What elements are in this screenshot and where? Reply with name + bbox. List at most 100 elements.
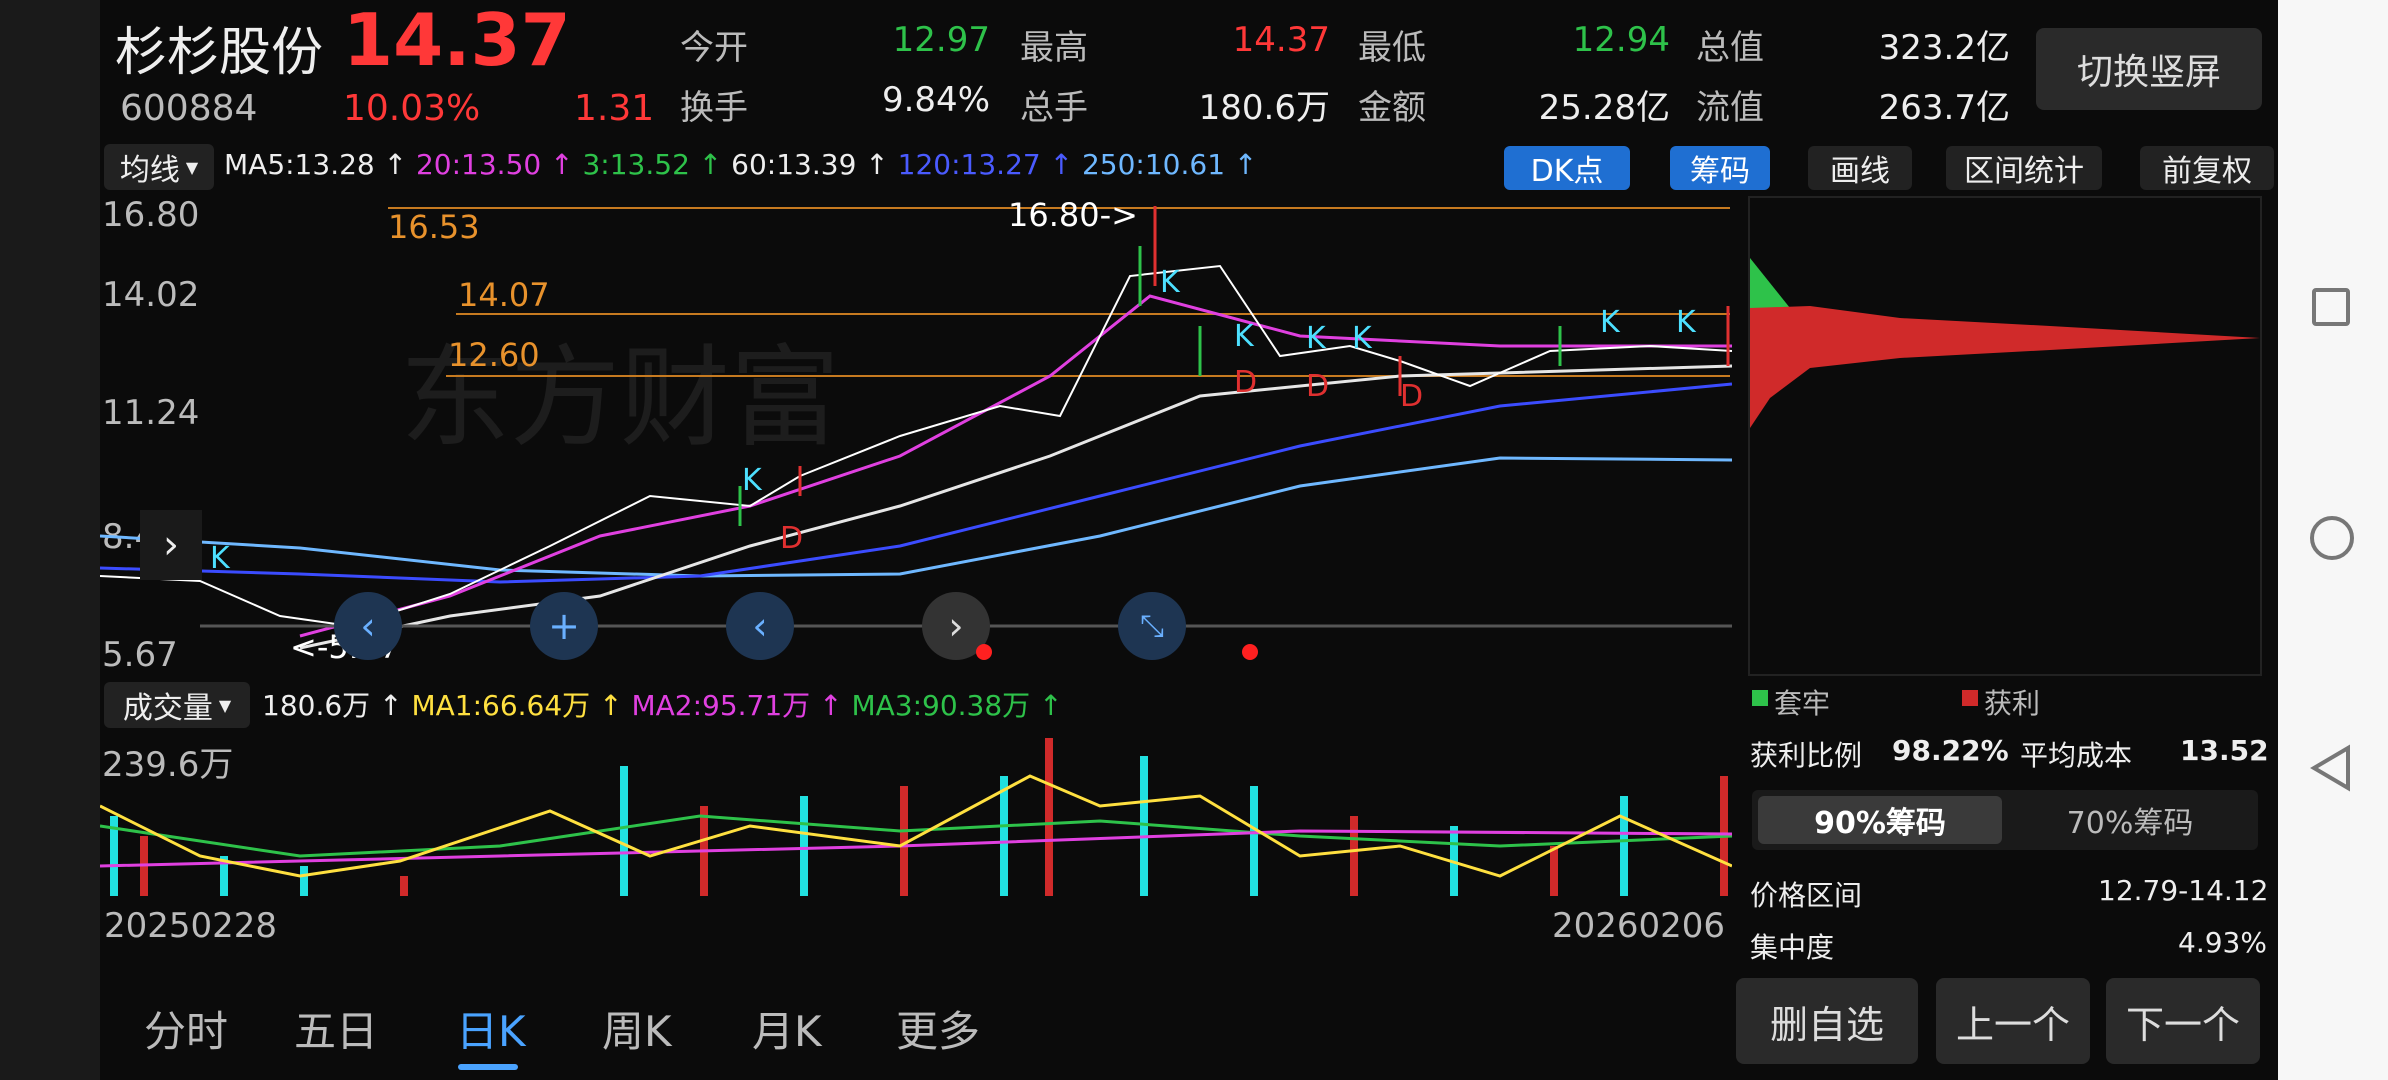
- ma-selector-label: 均线: [119, 153, 180, 188]
- switch-portrait-button[interactable]: 切换竖屏: [2036, 28, 2262, 110]
- high-marker-label: 16.80->: [1008, 196, 1138, 234]
- prev-icon[interactable]: ‹: [726, 592, 794, 660]
- profit-ratio-label: 获利比例: [1750, 739, 1863, 772]
- stat-label-float-mv: 流值: [1696, 88, 1764, 128]
- d-marker: D: [780, 521, 803, 556]
- volume-values: 180.6万 ↑ MA1:66.64万 ↑ MA2:95.71万 ↑ MA3:9…: [262, 689, 1063, 722]
- ma5-value: MA5:13.28: [224, 148, 375, 181]
- ma120-line: [99, 382, 1733, 584]
- volume-chart[interactable]: 239.6万: [99, 736, 1733, 896]
- volume-svg: 239.6万: [99, 738, 1733, 896]
- ma250-value: 250:10.61: [1081, 148, 1226, 181]
- chip-trapped-area: [1750, 258, 1790, 308]
- stat-label-total-mv: 总值: [1696, 28, 1764, 68]
- legend-profit-label: 获利: [1984, 687, 2041, 720]
- ma20-line: [299, 294, 1732, 638]
- legend-trapped-label: 套牢: [1774, 687, 1831, 720]
- axis-label-1: 16.80: [102, 196, 199, 235]
- ma-values: MA5:13.28 ↑ 20:13.50 ↑ 3:13.52 ↑ 60:13.3…: [224, 148, 1258, 181]
- red-dot-marker: [1242, 644, 1258, 660]
- main-panel: [100, 0, 2278, 1080]
- concentration-label: 集中度: [1750, 931, 1835, 964]
- stat-label-open: 今开: [680, 28, 748, 68]
- k-marker: K: [1352, 321, 1373, 356]
- change-value: 1.31: [574, 88, 655, 129]
- dropdown-icon: ▼: [218, 695, 232, 715]
- watermark-text: 东方财富: [400, 334, 840, 462]
- chip-tab-90[interactable]: 90%筹码: [1758, 796, 2002, 844]
- end-date: 20260206: [1552, 906, 1726, 946]
- previous-stock-button[interactable]: 上一个: [1936, 978, 2090, 1064]
- expand-left-arrow-icon[interactable]: ›: [140, 510, 202, 580]
- profit-ratio-value: 98.22%: [1892, 734, 2009, 767]
- kline-chart[interactable]: 东方财富 16.53 14.07 12.60 16.80 14.02 11.24…: [99, 195, 1733, 675]
- price-line-label-14-07: 14.07: [458, 276, 550, 314]
- d-marker: D: [1306, 369, 1329, 404]
- chip-distribution-svg: [1750, 258, 2260, 428]
- legend-profit-swatch: [1962, 690, 1978, 706]
- k-marker: K: [1600, 305, 1621, 340]
- tab-intraday[interactable]: 分时: [144, 1007, 229, 1056]
- chip-distribution-panel: [1748, 196, 2262, 676]
- remove-favorite-button[interactable]: 删自选: [1736, 978, 1918, 1064]
- d-marker: D: [1234, 365, 1257, 400]
- draw-line-button[interactable]: 画线: [1808, 146, 1912, 190]
- axis-label-2: 14.02: [102, 275, 199, 315]
- k-marker: K: [1234, 319, 1255, 354]
- dk-points-button[interactable]: DK点: [1504, 146, 1630, 190]
- ma-selector[interactable]: 均线 ▼: [104, 144, 214, 190]
- vol-ma1: MA1:66.64万: [411, 689, 591, 722]
- legend-trapped-swatch: [1752, 690, 1768, 706]
- chip-tab-70[interactable]: 70%筹码: [2066, 806, 2194, 841]
- k-marker: K: [742, 463, 763, 498]
- ma120-value: 120:13.27: [897, 148, 1041, 181]
- forward-adjust-button[interactable]: 前复权: [2140, 146, 2274, 190]
- ma60-value: 60:13.39: [731, 148, 857, 181]
- stat-value-volume: 180.6万: [1198, 88, 1330, 128]
- change-percent: 10.03%: [343, 88, 481, 129]
- stock-code: 600884: [120, 88, 258, 129]
- circle-icon[interactable]: [2310, 516, 2354, 560]
- axis-label-5: 5.67: [102, 635, 178, 670]
- stat-value-total-mv: 323.2亿: [1878, 28, 2010, 68]
- stock-name: 杉杉股份: [115, 23, 324, 83]
- stat-label-volume: 总手: [1020, 88, 1088, 128]
- axis-label-3: 11.24: [102, 393, 199, 433]
- triangle-back-icon[interactable]: [2308, 744, 2352, 796]
- tab-daily-k[interactable]: 日K: [456, 1007, 526, 1056]
- red-dot-marker: [976, 644, 992, 660]
- collapse-icon[interactable]: ⤡: [1118, 592, 1186, 660]
- volume-max-label: 239.6万: [102, 745, 233, 785]
- vol-ma3-line: [99, 814, 1733, 858]
- range-stats-button[interactable]: 区间统计: [1946, 146, 2102, 190]
- start-date: 20250228: [104, 906, 278, 946]
- chips-button[interactable]: 筹码: [1670, 146, 1770, 190]
- stat-value-high: 14.37: [1232, 20, 1330, 60]
- active-tab-indicator: [458, 1064, 518, 1070]
- tab-five-day[interactable]: 五日: [294, 1007, 379, 1056]
- vol-ma1-line: [99, 774, 1733, 878]
- stat-label-amount: 金额: [1358, 88, 1426, 128]
- price-range-label: 价格区间: [1750, 879, 1863, 912]
- k-marker: K: [1676, 305, 1697, 340]
- price-range-value: 12.79-14.12: [2098, 874, 2269, 907]
- tab-more[interactable]: 更多: [896, 1007, 981, 1056]
- tab-weekly-k[interactable]: 周K: [602, 1007, 672, 1056]
- chip-profit-area: [1750, 306, 2260, 428]
- stat-value-float-mv: 263.7亿: [1878, 88, 2010, 128]
- volume-selector-label: 成交量: [122, 691, 213, 726]
- price-line-label-12-60: 12.60: [448, 336, 540, 374]
- stat-value-amount: 25.28亿: [1538, 88, 1670, 128]
- ma250-line: [99, 456, 1733, 578]
- stat-label-low: 最低: [1358, 28, 1426, 68]
- stat-label-turnover: 换手: [680, 88, 748, 128]
- candles: [738, 206, 1730, 526]
- tab-monthly-k[interactable]: 月K: [752, 1007, 822, 1056]
- square-icon[interactable]: [2312, 288, 2350, 326]
- zoom-in-icon[interactable]: +: [530, 592, 598, 660]
- next-stock-button[interactable]: 下一个: [2106, 978, 2260, 1064]
- left-gutter: [0, 0, 100, 1080]
- volume-selector[interactable]: 成交量 ▼: [104, 682, 250, 728]
- pan-left-icon[interactable]: ‹: [334, 592, 402, 660]
- avg-cost-label: 平均成本: [2020, 739, 2133, 772]
